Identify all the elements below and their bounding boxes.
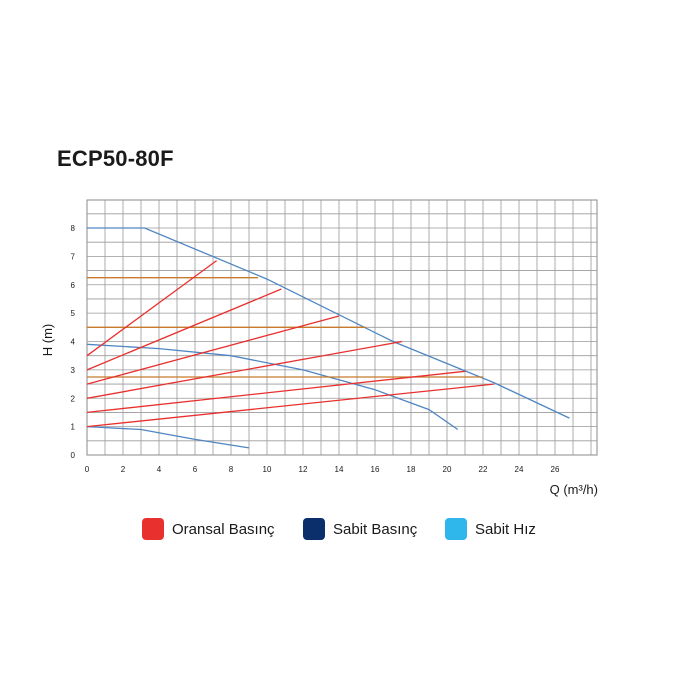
- x-tick-label: 22: [479, 465, 488, 474]
- x-tick-label: 26: [551, 465, 560, 474]
- series-layer: [86, 227, 570, 449]
- y-tick-label: 6: [71, 281, 76, 290]
- series-line-sabit-hiz-1: [87, 227, 570, 419]
- x-tick-label: 12: [299, 465, 308, 474]
- legend-label: Sabit Basınç: [333, 520, 418, 538]
- series-line-oransal-4: [86, 315, 340, 385]
- x-tick-label: 0: [85, 465, 90, 474]
- x-tick-label: 4: [157, 465, 162, 474]
- legend-item-oransal: Oransal Basınç: [142, 518, 275, 540]
- x-tick-label: 10: [263, 465, 272, 474]
- y-tick-label: 4: [71, 338, 76, 347]
- x-tick-label: 18: [407, 465, 416, 474]
- legend-swatch-cyan: [445, 518, 467, 540]
- y-tick-label: 2: [71, 394, 76, 403]
- x-tick-label: 20: [443, 465, 452, 474]
- y-tick-label: 0: [71, 451, 76, 460]
- y-tick-label: 3: [71, 366, 76, 375]
- y-tick-label: 1: [71, 423, 76, 432]
- legend-item-sabit-basinc: Sabit Basınç: [303, 518, 417, 540]
- series-line-oransal-6: [86, 260, 217, 357]
- x-tick-label: 6: [193, 465, 198, 474]
- chart-title: ECP50-80F: [57, 146, 174, 171]
- series-line-sabit-hiz-3: [86, 425, 250, 449]
- x-tick-label: 8: [229, 465, 234, 474]
- legend-label: Oransal Basınç: [172, 520, 275, 538]
- x-tick-label: 16: [371, 465, 380, 474]
- series-line-oransal-5: [86, 288, 282, 371]
- y-axis-label: H (m): [40, 324, 55, 357]
- y-tick-label: 7: [71, 252, 76, 261]
- y-tick-label: 5: [71, 309, 76, 318]
- series-line-oransal-2: [86, 370, 466, 414]
- x-axis-label: Q (m³/h): [550, 482, 598, 497]
- legend-swatch-navy: [303, 518, 325, 540]
- legend-swatch-red: [142, 518, 164, 540]
- x-tick-label: 24: [515, 465, 524, 474]
- legend: Oransal Basınç Sabit Basınç Sabit Hız: [0, 518, 700, 542]
- legend-item-sabit-hiz: Sabit Hız: [445, 518, 536, 540]
- x-tick-label: 2: [121, 465, 126, 474]
- legend-label: Sabit Hız: [475, 520, 536, 538]
- x-tick-label: 14: [335, 465, 344, 474]
- series-line-oransal-1: [86, 383, 494, 428]
- y-tick-label: 8: [71, 224, 76, 233]
- series-line-sabit-hiz-2: [86, 343, 459, 431]
- series-line-oransal-3: [86, 340, 403, 399]
